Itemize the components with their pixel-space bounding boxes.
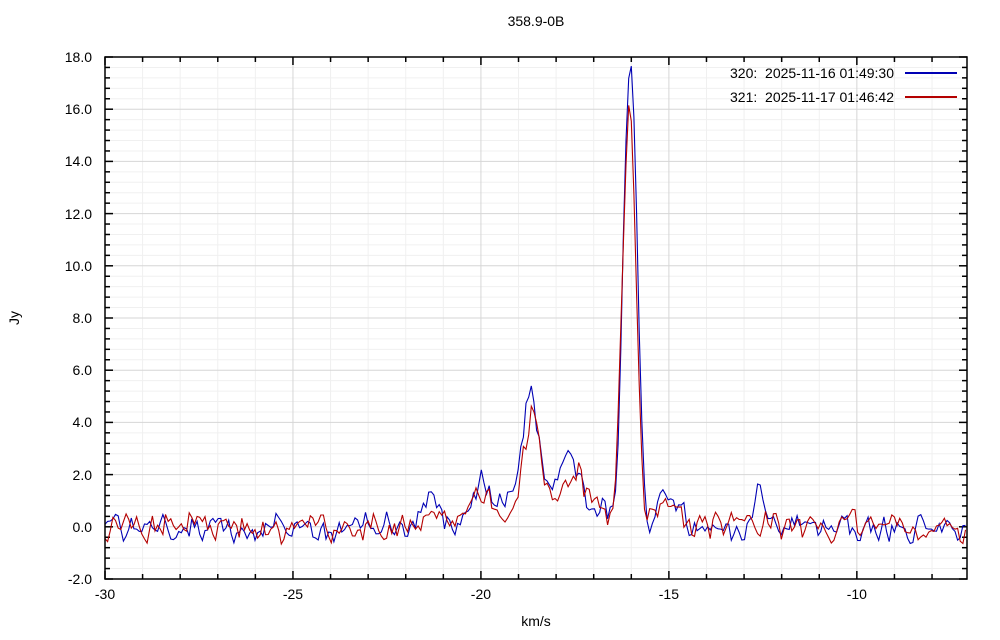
legend-label-320: 320: 2025-11-16 01:49:30 xyxy=(730,65,894,81)
y-tick-label: 6.0 xyxy=(72,362,92,379)
series-line-321 xyxy=(105,105,967,546)
y-tick-label: 2.0 xyxy=(72,466,92,483)
x-tick-label: -20 xyxy=(470,586,492,602)
x-tick-label: -15 xyxy=(658,586,679,602)
y-tick-label: 14.0 xyxy=(64,153,92,170)
y-tick-label: 16.0 xyxy=(64,101,92,118)
y-axis-title: Jy xyxy=(6,311,22,325)
x-tick-label: -25 xyxy=(282,586,304,602)
y-tick-label: 0.0 xyxy=(72,518,92,535)
y-tick-label: 4.0 xyxy=(72,414,92,431)
plot-frame xyxy=(104,56,968,580)
legend-line-sample-320 xyxy=(905,72,957,74)
y-tick-label: 12.0 xyxy=(64,205,92,222)
legend-label-321: 321: 2025-11-17 01:46:42 xyxy=(730,89,894,105)
legend-line-sample-321 xyxy=(905,96,957,98)
x-axis-title: km/s xyxy=(521,613,551,629)
y-tick-label: 8.0 xyxy=(72,310,92,326)
chart-title: 358.9-0B xyxy=(507,13,565,29)
legend-item-321: 321: 2025-11-17 01:46:42 xyxy=(617,85,957,109)
legend-item-320: 320: 2025-11-16 01:49:30 xyxy=(617,61,957,85)
legend: 320: 2025-11-16 01:49:30 321: 2025-11-17… xyxy=(617,61,957,109)
y-tick-label: 10.0 xyxy=(64,257,92,274)
series-line-320 xyxy=(105,65,966,545)
x-tick-label: -30 xyxy=(94,586,116,602)
y-tick-label: 18.0 xyxy=(64,49,92,65)
x-tick-label: -10 xyxy=(846,586,867,602)
y-tick-label: -2.0 xyxy=(67,571,92,587)
